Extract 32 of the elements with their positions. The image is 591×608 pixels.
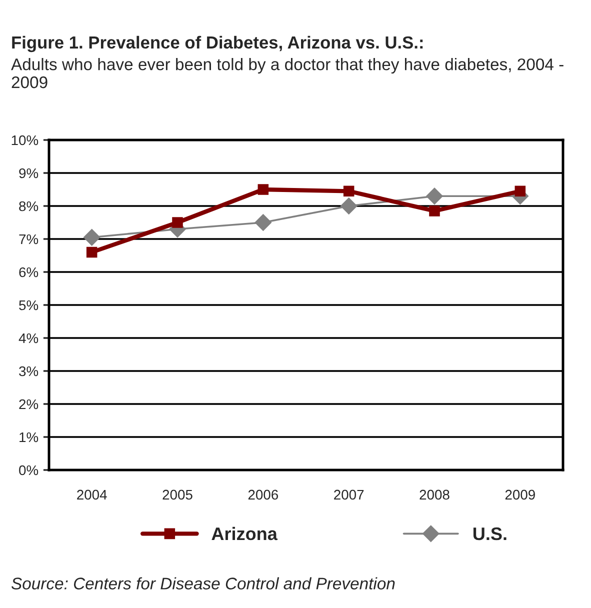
y-tick-label: 9%: [19, 168, 38, 178]
point: [254, 214, 272, 231]
chart-title: Figure 1. Prevalence of Diabetes, Arizona vs. U.S.:: [12, 36, 423, 52]
y-tick-label: 2%: [19, 399, 38, 410]
x-tick-label: 2004: [77, 490, 107, 500]
point: [514, 186, 526, 197]
x-tick-label: 2005: [162, 490, 192, 500]
legend-label: U.S.: [473, 527, 506, 540]
x-tick-label: 2007: [334, 490, 364, 500]
point: [340, 198, 358, 214]
y-tick-label: 4%: [18, 333, 38, 344]
source-note: Source: Centers for Disease Control and Prevention: [11, 577, 395, 590]
point: [83, 228, 100, 246]
point: [258, 184, 269, 195]
y-tick-label: 1%: [20, 432, 38, 442]
y-tick-label: 0%: [19, 465, 38, 476]
point: [343, 186, 354, 197]
y-tick-label: 7%: [19, 234, 38, 244]
y-tick-label: 6%: [19, 267, 38, 278]
point: [86, 246, 98, 258]
point: [429, 206, 440, 216]
x-tick-label: 2008: [420, 490, 450, 500]
y-tick-label: 5%: [19, 300, 38, 310]
chart-subtitle: Adults who have ever been told by a doctor that they have diabetes, 2004 - 2009: [11, 58, 564, 88]
x-tick-label: 2009: [505, 490, 535, 500]
x-tick-label: 2006: [248, 490, 278, 500]
y-tick-label: 10%: [12, 135, 38, 146]
legend-label: Arizona: [212, 526, 278, 540]
y-tick-label: 3%: [19, 366, 38, 376]
point: [426, 188, 443, 204]
y-tick-label: 8%: [19, 201, 38, 212]
point: [172, 217, 183, 228]
